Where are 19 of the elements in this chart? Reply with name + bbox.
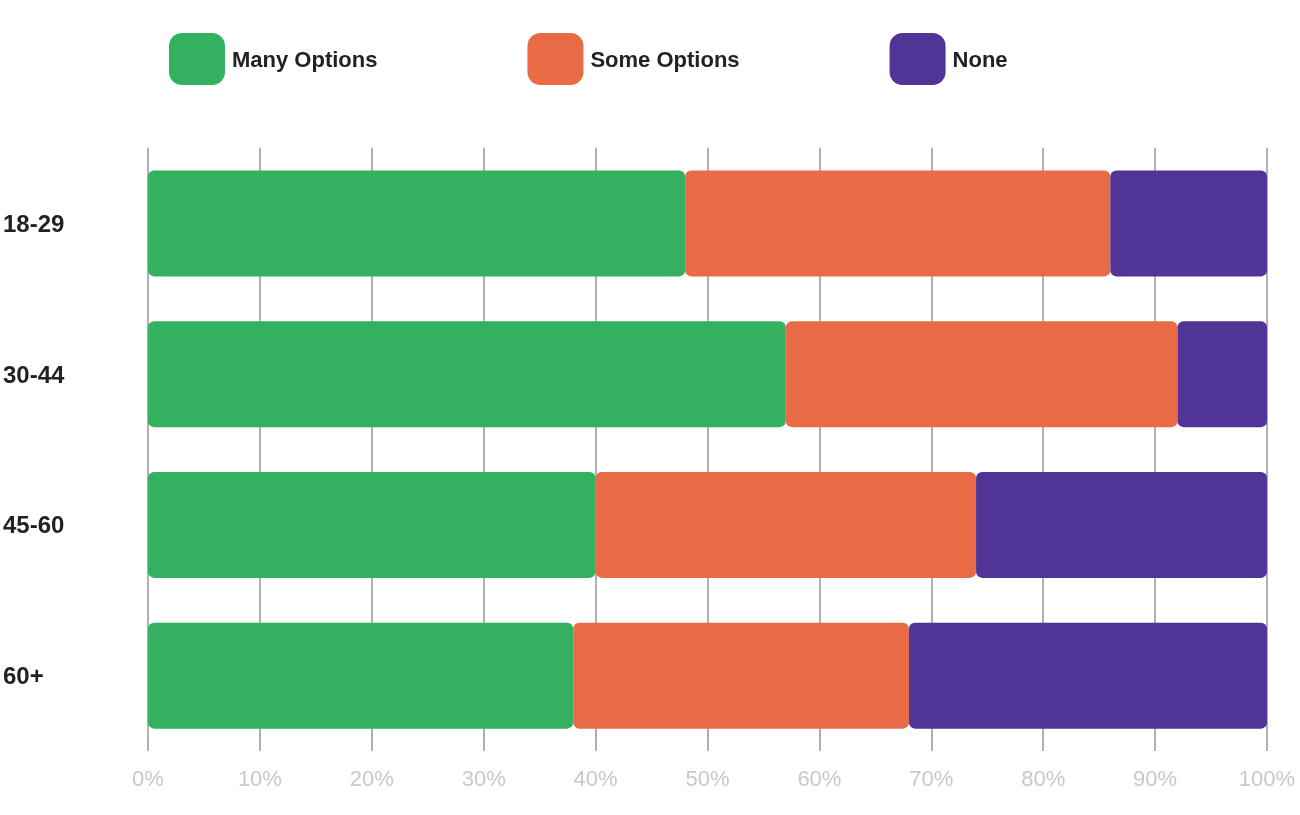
legend-label: Some Options [590, 46, 740, 72]
bar [148, 321, 786, 428]
y-tick-label: 45-60 [3, 511, 65, 539]
legend-label: None [952, 46, 1008, 72]
bar [1110, 170, 1267, 277]
y-tick-label: 60+ [3, 662, 44, 690]
bar [685, 170, 1111, 277]
bar [976, 471, 1267, 578]
bar [785, 321, 1178, 428]
y-tick-label: 30-44 [3, 360, 66, 388]
bar [148, 170, 686, 277]
y-tick-label: 18-29 [3, 209, 65, 237]
bar [148, 471, 596, 578]
bar [1177, 321, 1267, 428]
bar [148, 622, 574, 729]
bar [908, 622, 1267, 729]
bar [573, 622, 909, 729]
legend-label: Many Options [232, 46, 378, 72]
bar [595, 471, 977, 578]
